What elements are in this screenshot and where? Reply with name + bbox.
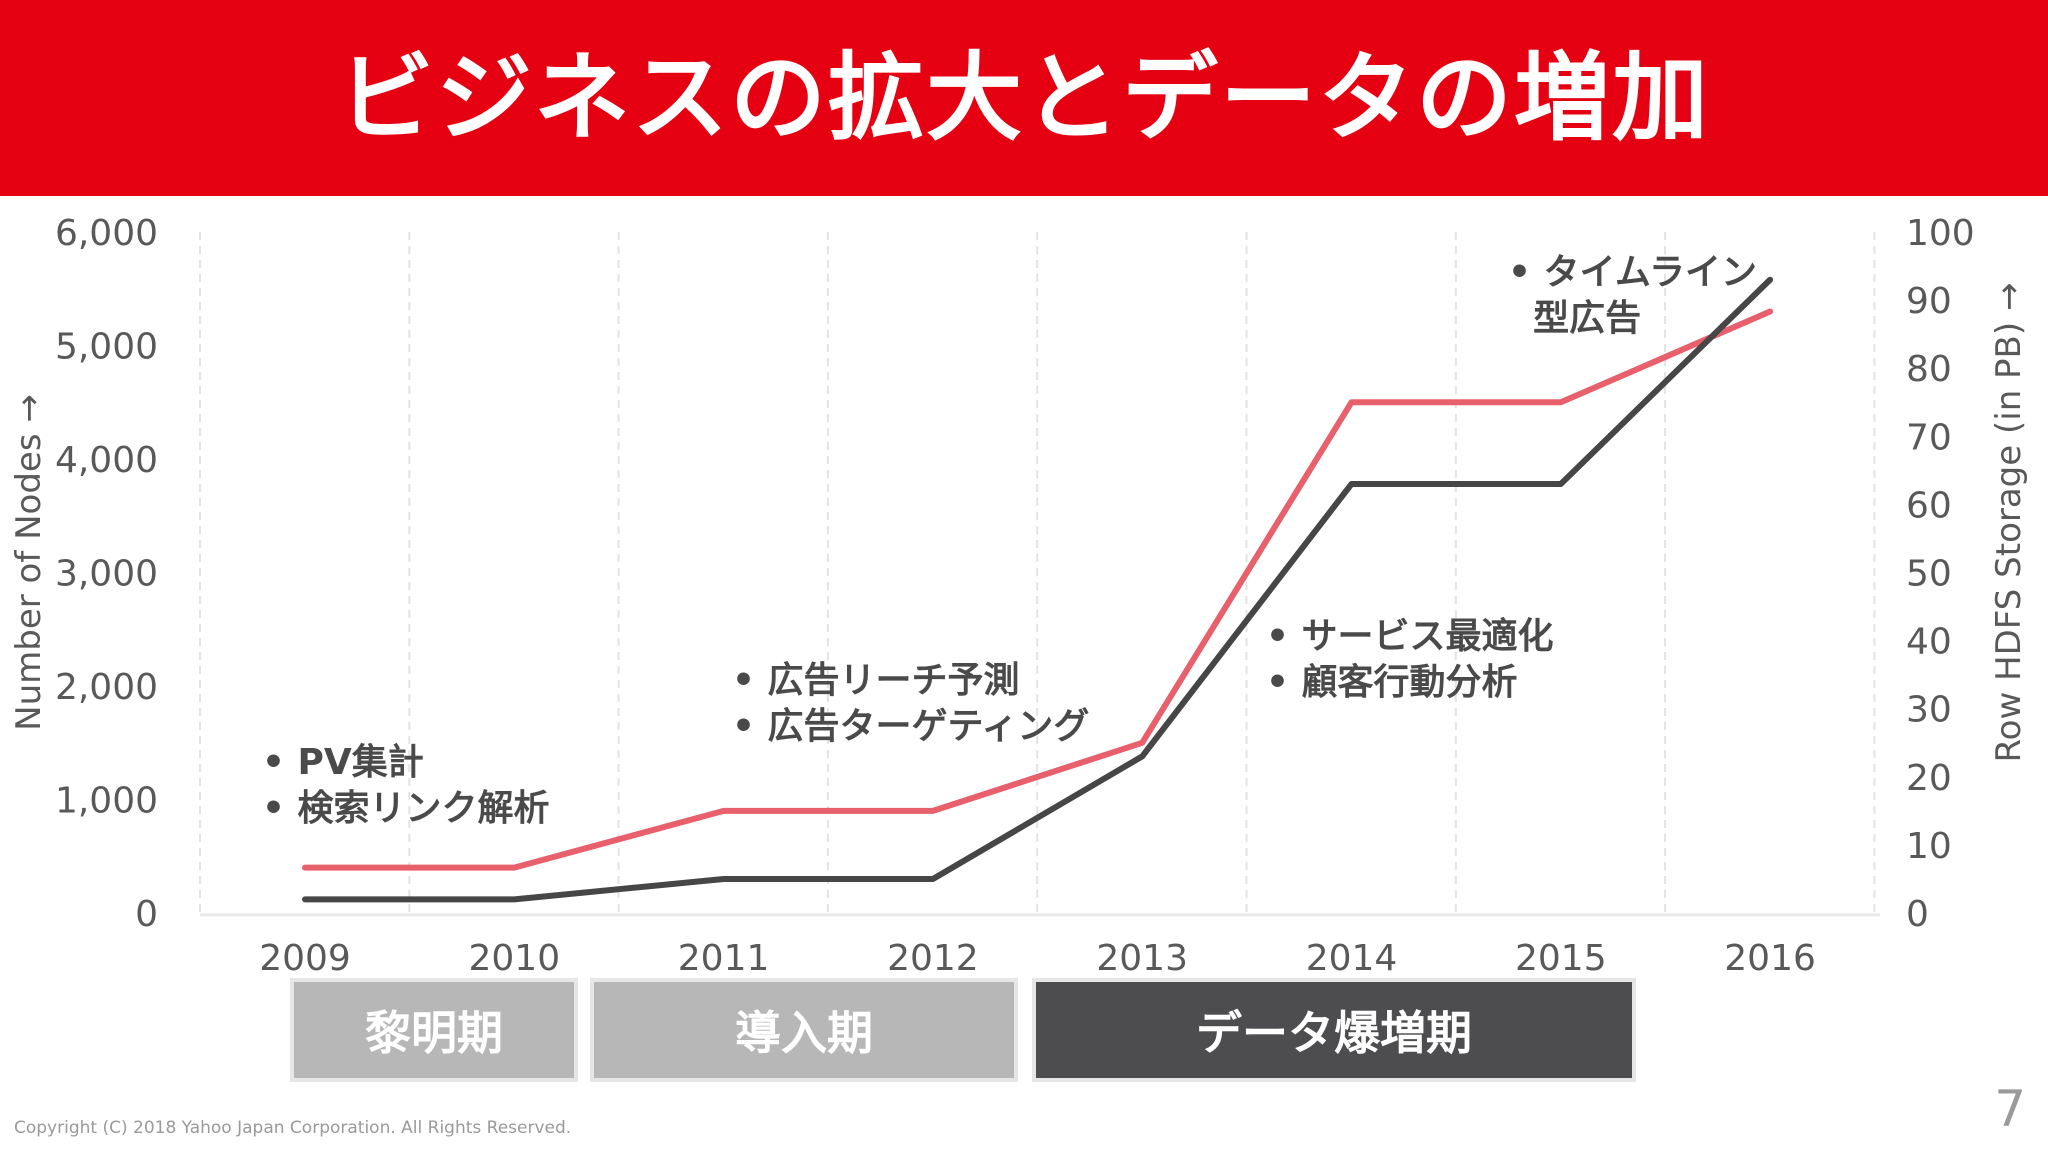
annotation-a2009-line: • 検索リンク解析 (262, 788, 550, 829)
annotation-a2011-line: • 広告ターゲティング (732, 706, 1089, 747)
annotation-a2015-line: 型広告 (1508, 298, 1641, 339)
y-right-tick-label: 50 (1906, 554, 1952, 595)
phase-introduction: 導入期 (590, 978, 1018, 1082)
y-right-tick-label: 80 (1906, 349, 1952, 390)
nodes-series-line (302, 308, 1774, 871)
phase-dawn-label: 黎明期 (365, 1006, 503, 1060)
y-left-tick-label: 1,000 (55, 781, 158, 822)
y-left-tick-label: 5,000 (55, 327, 158, 368)
y-left-tick-label: 3,000 (55, 554, 158, 595)
phase-introduction-label: 導入期 (735, 1006, 873, 1060)
x-tick-label: 2009 (259, 938, 351, 976)
annotation-a2013-line: • 顧客行動分析 (1266, 662, 1518, 703)
y-right-tick-label: 30 (1906, 690, 1952, 731)
x-tick-label: 2016 (1724, 938, 1816, 976)
y-left-tick-label: 6,000 (55, 213, 158, 254)
annotation-a2009-line: • PV集計 (262, 742, 424, 783)
x-tick-label: 2015 (1515, 938, 1607, 976)
annotation-a2015-line: • タイムライン (1508, 252, 1757, 293)
y-right-tick-label: 10 (1906, 826, 1952, 867)
annotation-a2013-line: • サービス最適化 (1266, 616, 1554, 657)
y-right-tick-label: 20 (1906, 758, 1952, 799)
page-number: 7 (1994, 1080, 2026, 1138)
y-right-axis-title: Row HDFS Storage (in PB) → (1989, 283, 2029, 763)
storage-series-line (302, 276, 1774, 903)
y-left-tick-label: 4,000 (55, 440, 158, 481)
y-right-tick-label: 40 (1906, 622, 1952, 663)
x-tick-label: 2011 (678, 938, 770, 976)
y-right-tick-label: 100 (1906, 213, 1975, 254)
title-banner: ビジネスの拡大とデータの増加 (0, 0, 2048, 196)
y-left-tick-label: 2,000 (55, 667, 158, 708)
x-tick-label: 2014 (1306, 938, 1398, 976)
x-tick-label: 2012 (887, 938, 979, 976)
y-right-tick-label: 60 (1906, 485, 1952, 526)
y-right-tick-label: 0 (1906, 894, 1929, 935)
phase-dawn: 黎明期 (290, 978, 578, 1082)
line-chart: 0 1,000 2,000 3,000 4,000 5,000 6,000 0 10 20 30 40… (9, 213, 2029, 976)
y-right-tick-label: 90 (1906, 281, 1952, 322)
x-tick-label: 2013 (1096, 938, 1188, 976)
y-right-tick-label: 70 (1906, 417, 1952, 458)
phase-data-explosion-label: データ爆増期 (1196, 1006, 1472, 1060)
x-tick-label: 2010 (468, 938, 560, 976)
phase-data-explosion: データ爆増期 (1032, 978, 1636, 1082)
y-left-axis-title: Number of Nodes → (9, 394, 49, 731)
copyright-notice: Copyright (C) 2018 Yahoo Japan Corporati… (14, 1118, 572, 1138)
annotation-a2011-line: • 広告リーチ予測 (732, 660, 1020, 701)
slide-title: ビジネスの拡大とデータの増加 (338, 42, 1710, 154)
y-left-tick-label: 0 (135, 894, 158, 935)
